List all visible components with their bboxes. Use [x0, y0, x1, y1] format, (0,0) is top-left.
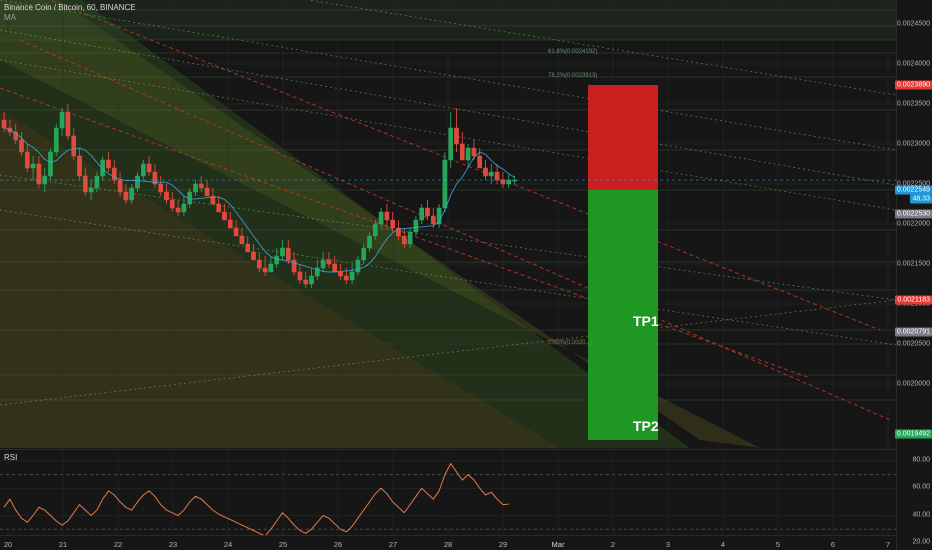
- time-axis-tick: 21: [58, 540, 68, 549]
- time-axis-tick: 28: [443, 540, 453, 549]
- rsi-axis-tick: 40.00: [912, 511, 930, 518]
- price-badge: 0.0023890: [894, 80, 932, 90]
- time-axis-tick: 25: [278, 540, 288, 549]
- price-scale[interactable]: 0.0024500 0.0024000 0.0023500 0.0023000 0.00…: [894, 0, 932, 550]
- price-axis-tick: 0.0023000: [896, 140, 930, 148]
- time-axis-tick: 26: [333, 540, 343, 549]
- price-chart-pane[interactable]: Binance Coin / Bitcoin, 60, BINANCE MA 6…: [0, 0, 896, 448]
- price-badge: 0.0020791: [894, 327, 932, 337]
- ma-indicator-label: MA: [4, 13, 16, 22]
- time-axis-tick: 22: [113, 540, 123, 549]
- price-badge: 0.0022549: [894, 185, 932, 195]
- time-axis[interactable]: 20 21 22 23 24 25 26 27 28 29 Mar 2 3 4 5 6 7: [0, 535, 896, 550]
- fib-label-000: 0.00%(0.0020...): [548, 340, 593, 346]
- rsi-axis-tick: 60.00: [912, 483, 930, 491]
- symbol-title: Binance Coin / Bitcoin, 60, BINANCE: [4, 3, 136, 12]
- time-axis-tick: 29: [498, 540, 508, 549]
- time-axis-tick: 5: [775, 540, 781, 549]
- price-axis-tick: 0.0022500: [896, 180, 930, 188]
- time-axis-tick: 24: [223, 540, 233, 549]
- rsi-axis-tick: 80.00: [912, 456, 930, 464]
- price-axis-tick: 0.0020000: [896, 380, 930, 388]
- rsi-legend-label: RSI: [4, 453, 18, 462]
- time-axis-tick: 4: [720, 540, 726, 549]
- fib-label-618: 61.8%(0.0024192): [548, 49, 598, 55]
- price-axis-tick: 0.0024500: [896, 20, 930, 28]
- time-axis-tick: Mar: [551, 540, 565, 549]
- price-badge: 0.0021183: [895, 295, 932, 305]
- time-axis-tick: 20: [3, 540, 13, 549]
- time-axis-tick: 7: [885, 540, 891, 549]
- tp2-annotation: TP2: [633, 418, 659, 434]
- price-badge: 0.0022530: [894, 209, 932, 219]
- time-axis-tick: 23: [168, 540, 178, 549]
- price-axis-tick: 0.0024000: [896, 60, 930, 68]
- price-chart-svg: [0, 0, 896, 448]
- time-axis-tick: 27: [388, 540, 398, 549]
- chart-legend: Binance Coin / Bitcoin, 60, BINANCE MA: [4, 3, 136, 23]
- fib-label-782: 78.2%(0.0023913): [548, 73, 598, 79]
- time-axis-tick: 2: [610, 540, 616, 549]
- price-axis-tick: 0.0022000: [896, 220, 930, 228]
- price-axis-tick: 0.0021500: [896, 260, 930, 268]
- time-axis-tick: 6: [830, 540, 836, 549]
- rsi-pane[interactable]: RSI: [0, 449, 896, 550]
- price-badge: 48.33: [910, 194, 932, 204]
- price-badge: 0.0019492: [894, 429, 932, 439]
- price-axis-tick: 0.0020500: [896, 340, 930, 348]
- tp1-annotation: TP1: [633, 313, 659, 329]
- time-axis-tick: 3: [665, 540, 671, 549]
- rsi-axis-tick: 20.00: [912, 538, 930, 546]
- price-axis-tick: 0.0023500: [896, 100, 930, 108]
